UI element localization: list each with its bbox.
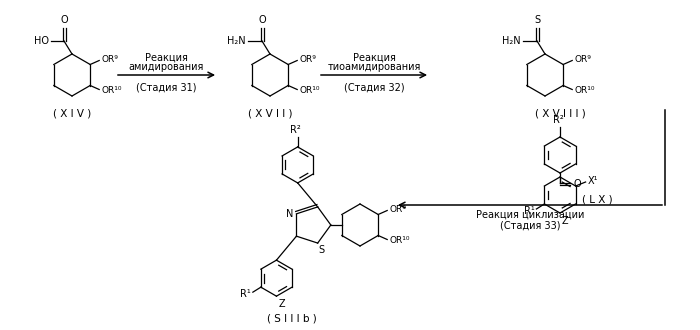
- Text: R²: R²: [552, 115, 564, 125]
- Text: R¹: R¹: [240, 289, 251, 299]
- Text: (Стадия 33): (Стадия 33): [500, 220, 560, 230]
- Text: OR⁹: OR⁹: [299, 55, 316, 64]
- Text: X¹: X¹: [587, 176, 598, 186]
- Text: H₂N: H₂N: [503, 36, 521, 46]
- Text: H₂N: H₂N: [228, 36, 246, 46]
- Text: Z: Z: [562, 216, 568, 226]
- Text: OR⁹: OR⁹: [389, 205, 406, 214]
- Text: тиоамидирования: тиоамидирования: [328, 62, 421, 72]
- Text: ( L X ): ( L X ): [582, 195, 612, 205]
- Text: ( S I I I b ): ( S I I I b ): [267, 313, 316, 323]
- Text: Z: Z: [279, 299, 285, 309]
- Text: O: O: [60, 15, 68, 25]
- Text: Реакция: Реакция: [145, 53, 188, 63]
- Text: O: O: [258, 15, 266, 25]
- Text: OR⁹: OR⁹: [574, 55, 591, 64]
- Text: R¹: R¹: [524, 206, 534, 216]
- Text: (Стадия 31): (Стадия 31): [136, 83, 197, 93]
- Text: Реакция циклизации: Реакция циклизации: [476, 210, 584, 220]
- Text: ( X V I I ): ( X V I I ): [248, 108, 293, 118]
- Text: амидирования: амидирования: [129, 62, 204, 72]
- Text: OR¹⁰: OR¹⁰: [102, 86, 122, 95]
- Text: S: S: [534, 15, 540, 25]
- Text: ( X V I I I ): ( X V I I I ): [535, 108, 585, 118]
- Text: (Стадия 32): (Стадия 32): [344, 83, 405, 93]
- Text: R²: R²: [290, 125, 301, 135]
- Text: HO: HO: [34, 36, 49, 46]
- Text: Реакция: Реакция: [353, 53, 396, 63]
- Text: OR¹⁰: OR¹⁰: [389, 236, 410, 245]
- Text: OR¹⁰: OR¹⁰: [574, 86, 595, 95]
- Text: N: N: [286, 209, 293, 219]
- Text: OR⁹: OR⁹: [102, 55, 118, 64]
- Text: ( X I V ): ( X I V ): [53, 108, 91, 118]
- Text: S: S: [318, 245, 325, 255]
- Text: O: O: [573, 179, 580, 189]
- Text: OR¹⁰: OR¹⁰: [299, 86, 320, 95]
